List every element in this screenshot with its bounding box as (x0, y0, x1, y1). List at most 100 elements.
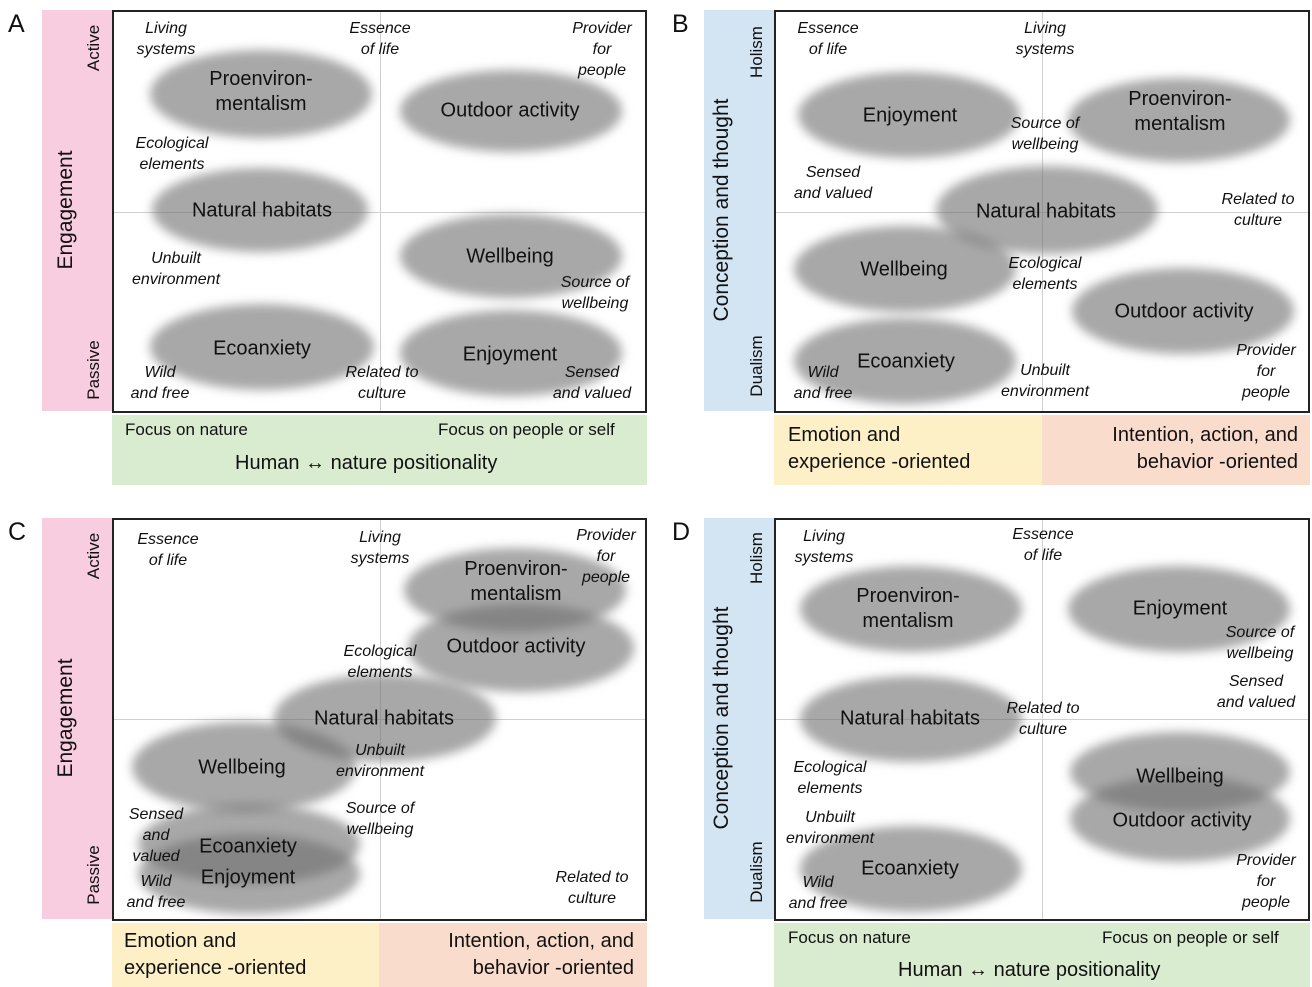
region-proenvironmentalism-d (800, 566, 1022, 652)
term-label: Living systems (350, 529, 410, 567)
category-label: Wellbeing (466, 245, 554, 268)
category-label: Enjoyment (462, 343, 558, 366)
region-outdoor-activity-d (1070, 776, 1290, 862)
category-label: Proenviron- mentalism (1128, 88, 1232, 135)
x-axis-right-label-b: Intention, action, and behavior -oriente… (1112, 424, 1298, 473)
x-axis-title-d: Human ↔ nature positionality (898, 959, 1161, 981)
term-label: Source of wellbeing (560, 274, 630, 312)
term-label: Sensed and valued (552, 364, 632, 402)
region-outdoor-activity-c (408, 604, 634, 692)
region-natural-habitats-a (152, 168, 368, 252)
category-label: Enjoyment (200, 866, 296, 889)
term-label: Provider for people (1236, 851, 1296, 911)
x-axis-right-band-c (379, 923, 647, 987)
term-label: Essence of life (349, 20, 411, 58)
term-label: Ecological elements (793, 759, 867, 797)
term-label: Unbuilt environment (131, 250, 221, 288)
term-label: Living systems (794, 528, 854, 566)
term-label: Wild and free (788, 874, 848, 912)
x-axis-band-d (774, 923, 1310, 987)
x-axis-right-label-c: Intention, action, and behavior -oriente… (448, 930, 634, 979)
y-axis-band-a (42, 10, 112, 411)
x-axis-band-a (112, 415, 647, 485)
region-wellbeing-c (132, 722, 356, 812)
term-label: Living systems (136, 20, 196, 58)
x-axis-left-band-b (774, 415, 1042, 485)
term-label: Related to culture (1006, 700, 1080, 738)
term-label: Sensed and valued (128, 805, 184, 865)
x-axis-right-band-b (1042, 415, 1310, 485)
x-axis-left-band-c (112, 923, 379, 987)
y-axis-title-b: Conception and thought (710, 98, 733, 322)
category-label: Wellbeing (1136, 765, 1224, 788)
grid-horizontal-a (114, 212, 645, 213)
term-label: Ecological elements (1008, 255, 1082, 293)
panel-letter-b: B (672, 10, 689, 38)
category-label: Proenviron- mentalism (209, 68, 313, 115)
category-label: Ecoanxiety (199, 835, 297, 858)
term-label: Essence of life (797, 20, 859, 58)
grid-vertical-a (380, 12, 381, 411)
term-label: Provider for people (572, 19, 632, 79)
y-axis-bottom-label-b: Dualism (747, 335, 766, 397)
category-label: Outdoor activity (1112, 809, 1252, 832)
region-proenvironmentalism-b (1068, 78, 1290, 162)
term-label: Unbuilt environment (1000, 362, 1090, 400)
y-axis-band-d (704, 518, 774, 919)
region-natural-habitats-d (800, 676, 1022, 762)
y-axis-top-label-c: Active (84, 532, 103, 580)
term-label: Wild and free (793, 364, 853, 402)
term-label: Source of wellbeing (1010, 115, 1080, 153)
term-label: Source of wellbeing (345, 800, 415, 838)
y-axis-title-a: Engagement (54, 150, 77, 270)
x-axis-right-label-a: Focus on people or self (438, 420, 615, 439)
term-label: Related to culture (1221, 191, 1295, 229)
panel-b: Enjoyment Proenviron- mentalism Natural … (774, 10, 1310, 413)
category-label: Wellbeing (860, 258, 948, 281)
region-enjoyment-d (1068, 566, 1290, 652)
category-label: Natural habitats (313, 707, 455, 730)
panel-a: Proenviron- mentalism Outdoor activity N… (112, 10, 647, 413)
panel-c: Proenviron- mentalism Outdoor activity N… (112, 518, 647, 921)
category-label: Enjoyment (862, 104, 958, 127)
region-wellbeing-b (794, 226, 1016, 312)
y-axis-title-d: Conception and thought (710, 606, 733, 830)
term-label: Wild and free (126, 873, 186, 911)
term-label: Provider for people (576, 526, 636, 586)
x-axis-title-a: Human ↔ nature positionality (235, 452, 498, 474)
panel-d: Proenviron- mentalism Enjoyment Natural … (774, 518, 1310, 921)
y-axis-bottom-label-c: Passive (84, 845, 103, 905)
term-label: Source of wellbeing (1225, 624, 1295, 662)
term-label: Sensed and valued (793, 164, 873, 202)
region-ecoanxiety-a (150, 304, 374, 390)
region-outdoor-activity-b (1072, 268, 1294, 354)
term-label: Unbuilt environment (785, 809, 875, 847)
term-label: Essence of life (1012, 526, 1074, 564)
term-label: Ecological elements (343, 643, 417, 681)
category-label: Natural habitats (975, 200, 1117, 223)
region-enjoyment-a (400, 310, 622, 396)
panel-letter-c: C (8, 518, 27, 546)
panel-letter-d: D (672, 518, 691, 546)
y-axis-top-label-d: Holism (747, 532, 766, 584)
y-axis-band-b (704, 10, 774, 411)
category-label: Natural habitats (191, 199, 333, 222)
region-proenvironmentalism-a (150, 50, 372, 138)
x-axis-left-label-b: Emotion and experience -oriented (788, 424, 971, 473)
x-axis-right-label-d: Focus on people or self (1102, 928, 1279, 947)
term-label: Unbuilt environment (335, 742, 425, 780)
term-label: Sensed and valued (1216, 673, 1296, 711)
y-axis-top-label-a: Active (84, 24, 103, 72)
region-ecoanxiety-b (794, 318, 1016, 404)
category-label: Natural habitats (839, 707, 981, 730)
term-label: Wild and free (130, 364, 190, 402)
category-label: Outdoor activity (446, 635, 586, 658)
term-label: Essence of life (137, 531, 199, 569)
term-label: Related to culture (555, 869, 629, 907)
category-label: Outdoor activity (1114, 300, 1254, 323)
term-label: Provider for people (1236, 341, 1296, 401)
x-axis-left-label-d: Focus on nature (788, 928, 911, 947)
region-outdoor-activity-a (400, 70, 622, 152)
x-axis-left-label-a: Focus on nature (125, 420, 248, 439)
category-label: Enjoyment (1132, 597, 1228, 620)
